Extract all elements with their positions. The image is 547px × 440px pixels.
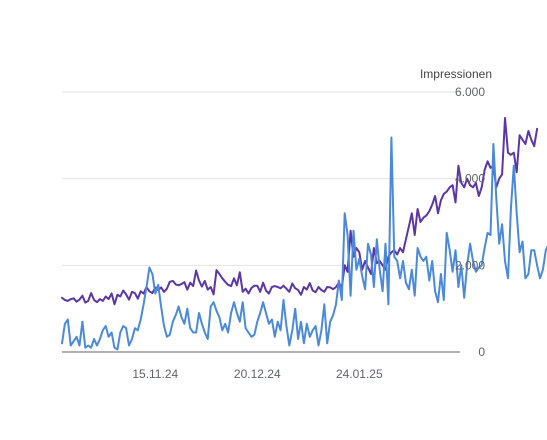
x-axis-ticks: 15.11.24 20.12.24 24.01.25 [132, 367, 383, 381]
y-axis-ticks: 0 2.000 4.000 6.000 [455, 85, 485, 359]
series-lines [61, 117, 547, 351]
x-tick-label: 24.01.25 [336, 367, 383, 381]
series-line-1 [61, 117, 539, 306]
y-tick-label: 0 [478, 345, 485, 359]
y-axis-title: Impressionen [420, 67, 492, 81]
series-line-2 [61, 136, 547, 351]
x-tick-label: 15.11.24 [132, 367, 178, 381]
x-tick-label: 20.12.24 [234, 367, 281, 381]
y-tick-label: 2.000 [455, 258, 485, 272]
y-tick-label: 6.000 [455, 85, 485, 99]
y-tick-label: 4.000 [455, 172, 485, 186]
gridlines [62, 91, 460, 353]
